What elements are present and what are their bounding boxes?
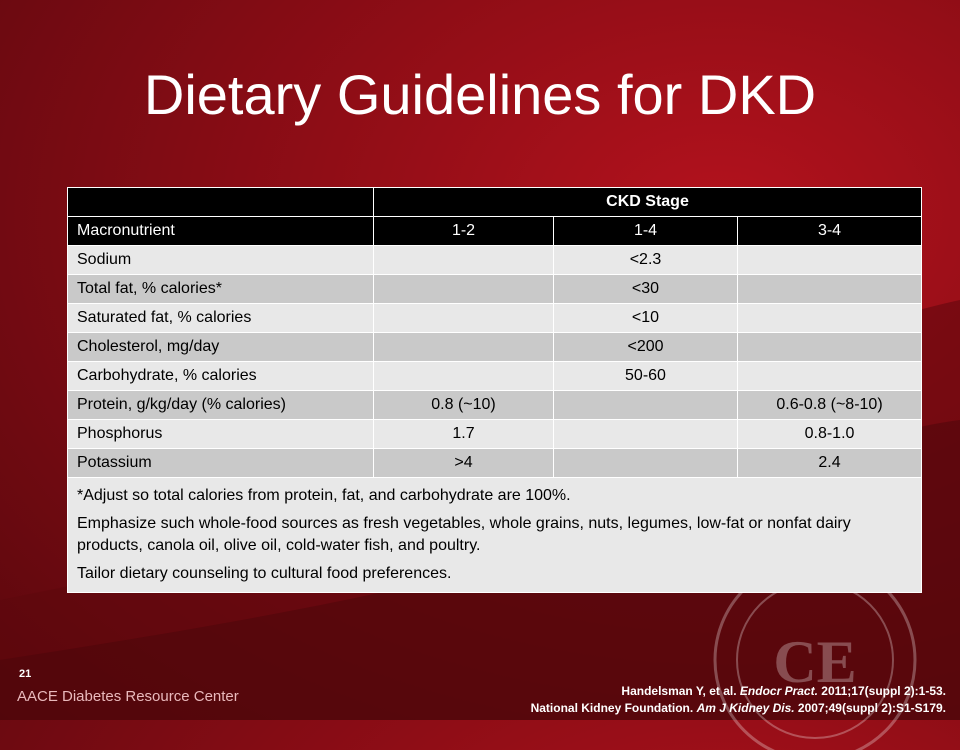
table-notes-cell: *Adjust so total calories from protein, … — [66, 477, 923, 593]
table-row: Cholesterol, mg/day <200 — [67, 332, 923, 362]
column-header-stage-1-4: 1-4 — [553, 216, 738, 246]
note-tailor: Tailor dietary counseling to cultural fo… — [77, 565, 452, 582]
dietary-guidelines-table: CKD Stage Macronutrient 1-2 1-4 3-4 Sodi… — [66, 187, 923, 593]
citation-1-authors: Handelsman Y, et al. — [621, 684, 740, 698]
row-label: Saturated fat, % calories — [67, 303, 374, 333]
note-emphasize: Emphasize such whole-food sources as fre… — [77, 515, 851, 554]
cell-stage-3-4 — [736, 245, 923, 275]
slide-title: Dietary Guidelines for DKD — [143, 63, 817, 126]
citation-2: National Kidney Foundation. Am J Kidney … — [531, 700, 946, 717]
cell-stage-1-4: <30 — [553, 274, 738, 304]
row-label: Carbohydrate, % calories — [67, 361, 374, 391]
cell-stage-3-4 — [736, 332, 923, 362]
citation-2-details: 2007;49(suppl 2):S1-S179. — [794, 701, 946, 715]
cell-stage-3-4: 0.8-1.0 — [736, 419, 923, 449]
header-blank-cell — [67, 187, 374, 217]
row-label: Cholesterol, mg/day — [67, 332, 374, 362]
table-row: Total fat, % calories* <30 — [67, 274, 923, 304]
table-row: Sodium <2.3 — [67, 245, 923, 275]
footnote-adjust: *Adjust so total calories from protein, … — [77, 487, 571, 504]
table-notes-row: *Adjust so total calories from protein, … — [66, 477, 923, 593]
cell-stage-1-2: >4 — [373, 448, 554, 478]
cell-stage-1-2 — [373, 303, 554, 333]
guidelines-table-container: CKD Stage Macronutrient 1-2 1-4 3-4 Sodi… — [66, 187, 923, 593]
citation-2-journal: Am J Kidney Dis. — [696, 701, 795, 715]
table-column-header-row: Macronutrient 1-2 1-4 3-4 — [67, 216, 923, 246]
column-header-stage-3-4: 3-4 — [736, 216, 923, 246]
cell-stage-1-2 — [373, 361, 554, 391]
column-header-macronutrient: Macronutrient — [67, 216, 374, 246]
cell-stage-1-4: 50-60 — [553, 361, 738, 391]
row-label: Total fat, % calories* — [67, 274, 374, 304]
ckd-stage-header: CKD Stage — [372, 187, 923, 217]
cell-stage-1-2 — [373, 332, 554, 362]
cell-stage-3-4 — [736, 303, 923, 333]
row-label: Phosphorus — [67, 419, 374, 449]
table-group-header-row: CKD Stage — [67, 187, 923, 217]
citation-1: Handelsman Y, et al. Endocr Pract. 2011;… — [531, 683, 946, 700]
cell-stage-1-2: 0.8 (~10) — [373, 390, 554, 420]
table-row: Phosphorus 1.7 0.8-1.0 — [67, 419, 923, 449]
table-row: Protein, g/kg/day (% calories) 0.8 (~10)… — [67, 390, 923, 420]
row-label: Sodium — [67, 245, 374, 275]
row-label: Potassium — [67, 448, 374, 478]
cell-stage-1-4 — [553, 390, 738, 420]
cell-stage-3-4 — [736, 274, 923, 304]
cell-stage-3-4: 0.6-0.8 (~8-10) — [736, 390, 923, 420]
slide-number: 21 — [19, 668, 32, 680]
cell-stage-1-4 — [553, 419, 738, 449]
citation-2-authors: National Kidney Foundation. — [530, 701, 697, 715]
cell-stage-1-4: <200 — [553, 332, 738, 362]
cell-stage-3-4 — [736, 361, 923, 391]
table-row: Carbohydrate, % calories 50-60 — [67, 361, 923, 391]
cell-stage-3-4: 2.4 — [736, 448, 923, 478]
table-row: Potassium >4 2.4 — [67, 448, 923, 478]
cell-stage-1-4: <10 — [553, 303, 738, 333]
cell-stage-1-2: 1.7 — [373, 419, 554, 449]
cell-stage-1-4: <2.3 — [553, 245, 738, 275]
citation-1-details: 2011;17(suppl 2):1-53. — [817, 684, 946, 698]
table-row: Saturated fat, % calories <10 — [67, 303, 923, 333]
citation-1-journal: Endocr Pract. — [739, 684, 818, 698]
row-label: Protein, g/kg/day (% calories) — [67, 390, 374, 420]
citations: Handelsman Y, et al. Endocr Pract. 2011;… — [531, 683, 946, 717]
brand-footer: AACE Diabetes Resource Center — [17, 688, 239, 705]
cell-stage-1-2 — [373, 274, 554, 304]
cell-stage-1-2 — [373, 245, 554, 275]
cell-stage-1-4 — [553, 448, 738, 478]
column-header-stage-1-2: 1-2 — [373, 216, 554, 246]
svg-text:CE: CE — [773, 629, 856, 695]
